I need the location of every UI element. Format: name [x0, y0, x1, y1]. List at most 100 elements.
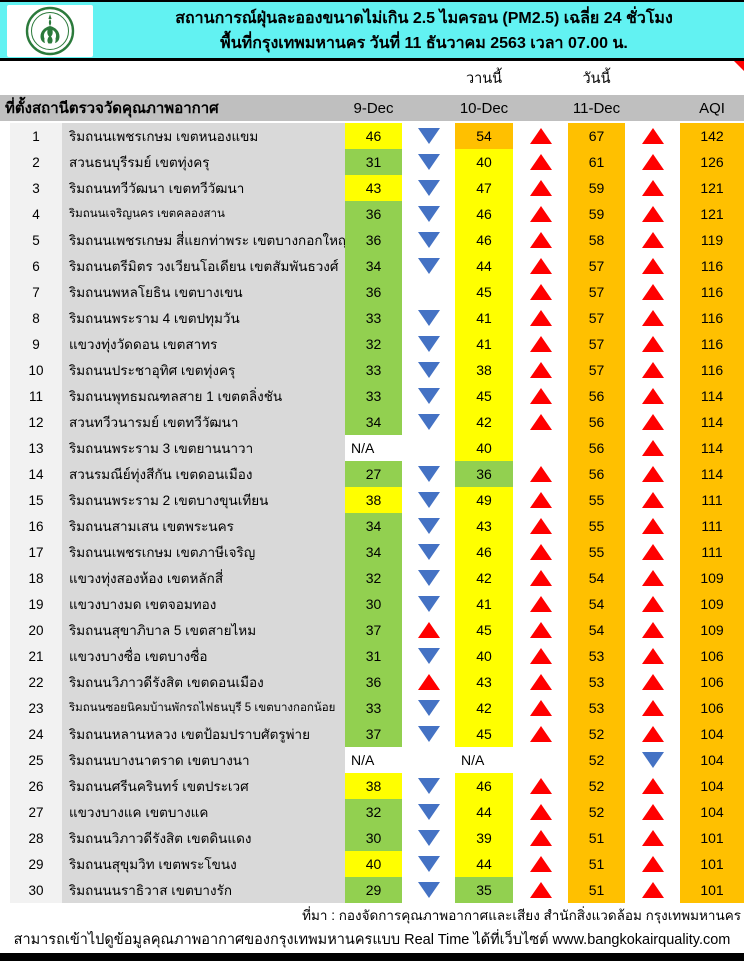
row-left-margin: [0, 279, 10, 305]
pm25-value-10dec: 45: [455, 721, 513, 747]
aqi-value: 114: [680, 435, 744, 461]
trend-up-icon: [641, 804, 664, 820]
trend-down-icon: [417, 804, 440, 820]
station-number: 12: [10, 409, 62, 435]
trend-cell-today: [625, 877, 680, 903]
station-number: 9: [10, 331, 62, 357]
pm25-value-9dec: N/A: [345, 747, 402, 773]
aqi-value: 111: [680, 487, 744, 513]
pm25-value-10dec: 42: [455, 565, 513, 591]
station-row: 9 แขวงทุ่งวัดดอน เขตสาทร 32 41 57 116: [0, 331, 744, 357]
trend-down-icon: [417, 518, 440, 534]
station-row: 16 ริมถนนสามเสน เขตพระนคร 34 43 55 111: [0, 513, 744, 539]
station-row: 5 ริมถนนเพชรเกษม สี่แยกท่าพระ เขตบางกอกให…: [0, 227, 744, 253]
row-left-margin: [0, 175, 10, 201]
trend-up-icon: [641, 596, 664, 612]
trend-up-icon: [641, 544, 664, 560]
trend-cell-10to11: [513, 461, 568, 487]
pm25-value-11dec: 54: [568, 565, 625, 591]
trend-cell-10to11: [513, 435, 568, 461]
report-footer: ที่มา : กองจัดการคุณภาพอากาศและเสียง สำน…: [0, 903, 744, 953]
pm25-value-9dec: 32: [345, 799, 402, 825]
trend-cell-10to11: [513, 695, 568, 721]
station-row: 1 ริมถนนเพชรเกษม เขตหนองแขม 46 54 67 142: [0, 123, 744, 149]
station-row: 20 ริมถนนสุขาภิบาล 5 เขตสายไหม 37 45 54 109: [0, 617, 744, 643]
pm25-value-11dec: 57: [568, 253, 625, 279]
pm25-value-11dec: 51: [568, 825, 625, 851]
station-number: 8: [10, 305, 62, 331]
stations-table-body: 1 ริมถนนเพชรเกษม เขตหนองแขม 46 54 67 142 2 สวนธ…: [0, 123, 744, 903]
trend-cell-9to10: [402, 201, 455, 227]
trend-down-icon: [417, 882, 440, 898]
pm25-value-9dec: 30: [345, 825, 402, 851]
station-name: แขวงทุ่งสองห้อง เขตหลักสี่: [62, 565, 345, 591]
pm25-value-9dec: 34: [345, 513, 402, 539]
station-row: 17 ริมถนนเพชรเกษม เขตภาษีเจริญ 34 46 55 111: [0, 539, 744, 565]
row-left-margin: [0, 123, 10, 149]
aqi-value: 121: [680, 175, 744, 201]
trend-cell-10to11: [513, 513, 568, 539]
pm25-value-11dec: 56: [568, 461, 625, 487]
column-header-11dec: 11-Dec: [572, 99, 621, 117]
trend-up-icon: [641, 492, 664, 508]
row-left-margin: [0, 305, 10, 331]
trend-cell-today: [625, 565, 680, 591]
trend-cell-10to11: [513, 357, 568, 383]
pm25-value-9dec: 33: [345, 305, 402, 331]
report-title-line2: พื้นที่กรุงเทพมหานคร วันที่ 11 ธันวาคม 2…: [220, 35, 628, 52]
pm25-value-11dec: 59: [568, 175, 625, 201]
trend-cell-9to10: [402, 747, 455, 773]
aqi-value: 116: [680, 331, 744, 357]
pm25-value-11dec: 53: [568, 643, 625, 669]
trend-up-icon: [641, 518, 664, 534]
trend-up-icon: [417, 674, 440, 690]
pm25-value-11dec: 57: [568, 279, 625, 305]
station-row: 15 ริมถนนพระราม 2 เขตบางขุนเทียน 38 49 55 111: [0, 487, 744, 513]
station-name: ริมถนนตรีมิตร วงเวียนโอเดียน เขตสัมพันธว…: [62, 253, 345, 279]
trend-down-icon: [417, 336, 440, 352]
pm25-value-10dec: 47: [455, 175, 513, 201]
trend-up-icon: [641, 232, 664, 248]
station-number: 24: [10, 721, 62, 747]
pm25-value-9dec: 33: [345, 383, 402, 409]
trend-down-icon: [417, 466, 440, 482]
trend-up-icon: [641, 700, 664, 716]
pm25-value-10dec: 54: [455, 123, 513, 149]
trend-down-icon: [417, 570, 440, 586]
station-number: 4: [10, 201, 62, 227]
station-number: 21: [10, 643, 62, 669]
station-number: 29: [10, 851, 62, 877]
station-name: ริมถนนหลานหลวง เขตป้อมปราบศัตรูพ่าย: [62, 721, 345, 747]
table-header-row: ที่ตั้งสถานีตรวจวัดคุณภาพอากาศ 9-Dec 10-…: [0, 95, 744, 123]
aqi-value: 104: [680, 747, 744, 773]
station-name: ริมถนนสุขุมวิท เขตพระโขนง: [62, 851, 345, 877]
trend-cell-9to10: [402, 643, 455, 669]
station-number: 2: [10, 149, 62, 175]
pm25-value-9dec: 37: [345, 617, 402, 643]
pm25-value-11dec: 53: [568, 669, 625, 695]
station-row: 11 ริมถนนพุทธมณฑลสาย 1 เขตตลิ่งชัน 33 45 56 1…: [0, 383, 744, 409]
station-name: ริมถนนวิภาวดีรังสิต เขตดินแดง: [62, 825, 345, 851]
trend-up-icon: [529, 700, 552, 716]
trend-up-icon: [641, 440, 664, 456]
pm25-value-10dec: 49: [455, 487, 513, 513]
trend-cell-10to11: [513, 175, 568, 201]
trend-down-icon: [417, 180, 440, 196]
aqi-value: 116: [680, 357, 744, 383]
pm25-value-11dec: 59: [568, 201, 625, 227]
trend-cell-10to11: [513, 201, 568, 227]
trend-down-icon: [417, 700, 440, 716]
station-name: ริมถนนพระราม 4 เขตปทุมวัน: [62, 305, 345, 331]
station-row: 6 ริมถนนตรีมิตร วงเวียนโอเดียน เขตสัมพันธ…: [0, 253, 744, 279]
trend-up-icon: [529, 856, 552, 872]
trend-up-icon: [641, 882, 664, 898]
station-number: 18: [10, 565, 62, 591]
station-row: 23 ริมถนนซอยนิคมบ้านพักรถไฟธนบุรี 5 เขตบา…: [0, 695, 744, 721]
station-row: 21 แขวงบางซื่อ เขตบางซื่อ 31 40 53 106: [0, 643, 744, 669]
trend-cell-9to10: [402, 175, 455, 201]
pm25-value-9dec: 31: [345, 149, 402, 175]
trend-down-icon: [417, 544, 440, 560]
station-name: ริมถนนเพชรเกษม สี่แยกท่าพระ เขตบางกอกใหญ…: [62, 227, 345, 253]
trend-up-icon: [641, 336, 664, 352]
station-row: 10 ริมถนนประชาอุทิศ เขตทุ่งครุ 33 38 57 116: [0, 357, 744, 383]
